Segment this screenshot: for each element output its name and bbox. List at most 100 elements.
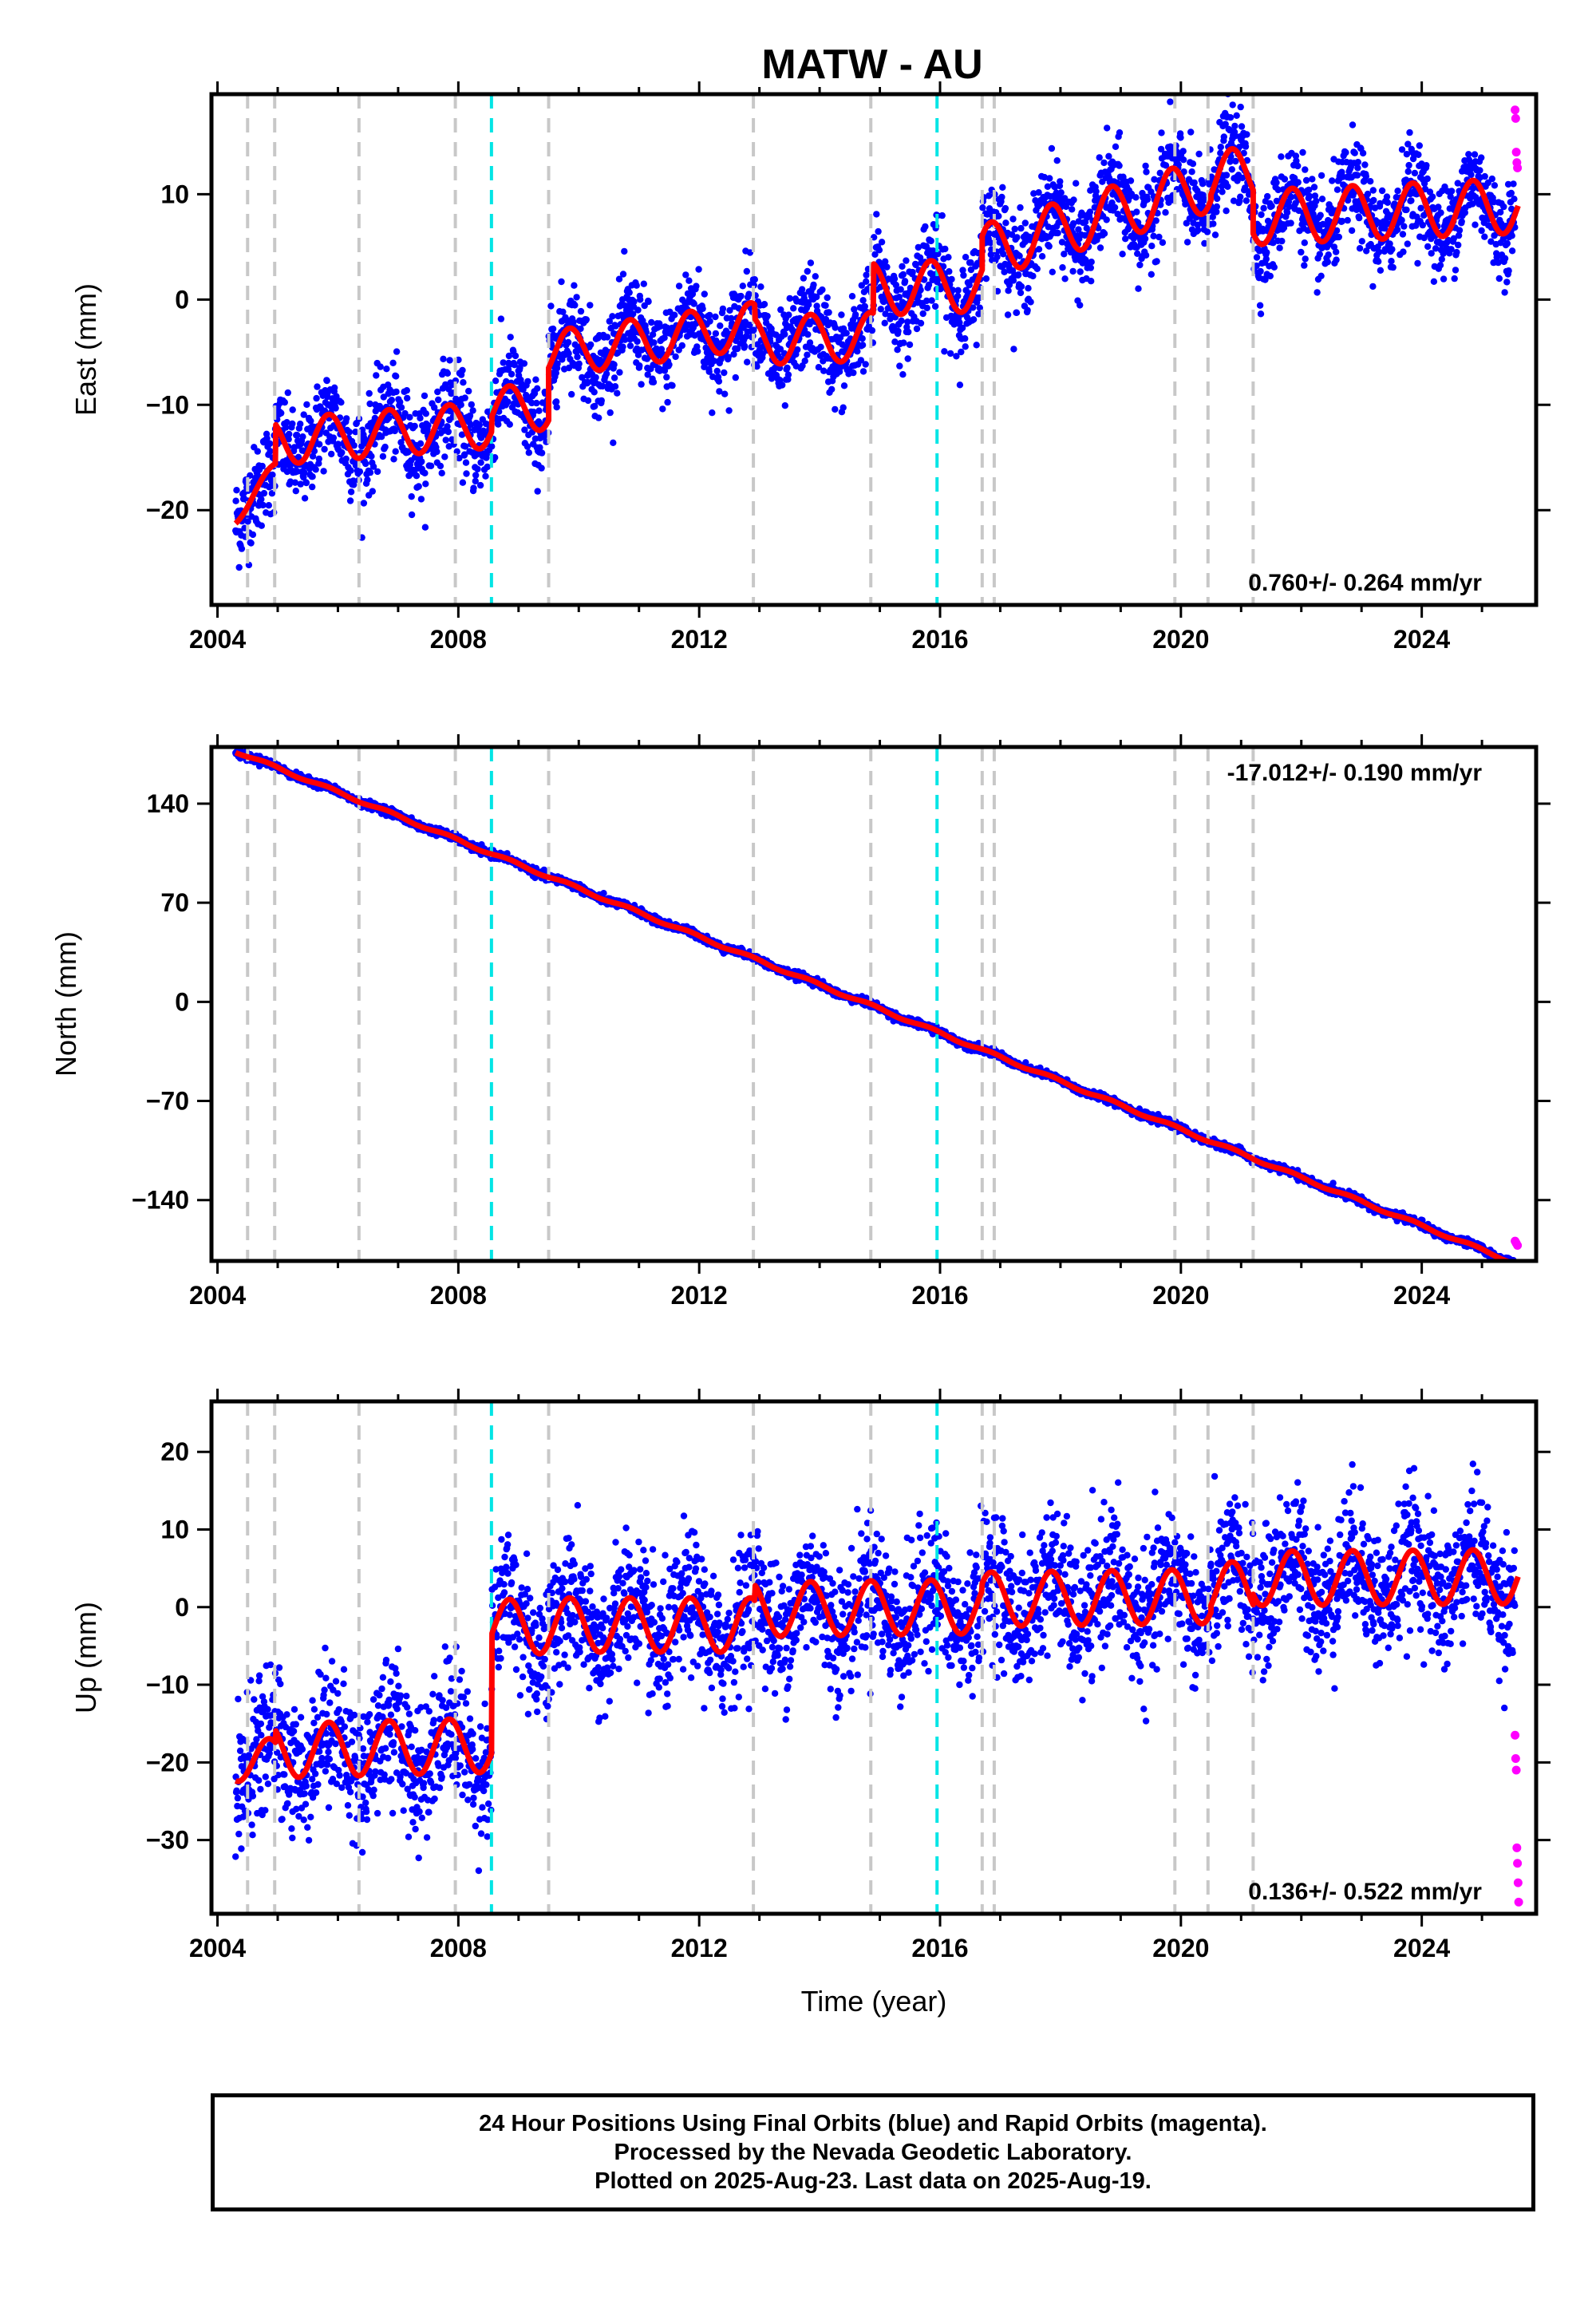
east-point-1520 — [781, 330, 788, 338]
east-point-1193 — [663, 373, 670, 381]
east-point-525 — [421, 524, 429, 531]
east-rate-label: 0.760+/- 0.264 mm/yr — [1248, 570, 1482, 596]
east-point-2320 — [1070, 196, 1077, 204]
east-point-373 — [366, 468, 374, 476]
east-point-2524 — [1144, 196, 1152, 204]
east-point-2365 — [1086, 208, 1094, 215]
east-rapid-point-0 — [1511, 105, 1520, 115]
east-point-787 — [516, 364, 523, 371]
east-point-1196 — [664, 398, 671, 406]
east-point-1891 — [915, 292, 922, 299]
east-point-2787 — [1238, 174, 1246, 182]
east-point-445 — [393, 388, 400, 396]
east-point-3141 — [1367, 178, 1374, 185]
east-point-659 — [470, 484, 477, 492]
east-point-3073 — [1342, 148, 1349, 156]
east-point-1589 — [806, 321, 813, 328]
figure-title: MATW - AU — [761, 41, 982, 88]
east-point-3272 — [1414, 259, 1421, 267]
east-point-1255 — [685, 277, 693, 284]
east-point-1803 — [883, 263, 891, 271]
east-point-2139 — [1005, 287, 1012, 294]
east-point-619 — [456, 454, 463, 462]
east-point-524 — [421, 469, 429, 476]
east-point-727 — [495, 421, 502, 428]
east-point-2663 — [1194, 221, 1202, 228]
east-point-96 — [267, 448, 274, 455]
east-point-541 — [427, 462, 435, 469]
east-point-2131 — [1001, 204, 1009, 212]
east-point-3118 — [1358, 238, 1366, 245]
east-point-2886 — [1274, 186, 1282, 194]
east-point-3216 — [1394, 226, 1401, 234]
east-point-408 — [379, 453, 387, 460]
east-point-1677 — [838, 311, 845, 318]
east-point-2174 — [1017, 224, 1025, 232]
east-point-1372 — [728, 314, 735, 322]
east-point-1937 — [931, 302, 939, 310]
east-point-2008 — [958, 348, 965, 356]
east-point-469 — [401, 409, 409, 417]
east-point-3274 — [1415, 151, 1422, 158]
east-point-1789 — [878, 239, 886, 246]
east-point-3300 — [1424, 243, 1432, 251]
east-point-2559 — [1156, 169, 1163, 176]
east-point-2296 — [1061, 275, 1069, 283]
east-point-3046 — [1333, 248, 1340, 255]
east-point-3169 — [1377, 267, 1385, 274]
east-point-2391 — [1096, 154, 1103, 161]
east-point-3126 — [1361, 161, 1369, 168]
east-point-3394 — [1458, 218, 1465, 225]
east-point-2486 — [1130, 235, 1137, 242]
east-point-2446 — [1116, 162, 1123, 169]
east-point-2293 — [1061, 251, 1068, 258]
east-point-1913 — [923, 297, 930, 305]
east-point-2338 — [1077, 268, 1084, 275]
east-point-319 — [347, 467, 354, 474]
east-point-2128 — [1001, 268, 1008, 275]
east-point-638 — [462, 459, 470, 466]
east-point-2412 — [1104, 124, 1111, 132]
east-point-526 — [422, 480, 429, 488]
east-point-2647 — [1188, 168, 1195, 176]
east-point-1660 — [832, 324, 839, 331]
east-point-158 — [289, 406, 296, 413]
east-point-1825 — [891, 338, 899, 346]
east-point-639 — [463, 470, 470, 477]
east-point-3054 — [1335, 233, 1343, 241]
east-point-2207 — [1029, 272, 1037, 280]
east-point-1045 — [610, 439, 617, 446]
east-point-3092 — [1349, 121, 1357, 128]
east-point-2964 — [1302, 176, 1310, 184]
east-point-2125 — [1000, 251, 1007, 258]
east-point-2875 — [1270, 263, 1278, 271]
east-point-2112 — [995, 212, 1002, 219]
east-point-1874 — [909, 268, 916, 276]
east-point-993 — [591, 389, 598, 396]
east-point-657 — [469, 407, 476, 414]
east-point-74 — [259, 462, 266, 470]
east-point-1409 — [741, 342, 749, 350]
east-point-2209 — [1030, 190, 1037, 197]
east-point-1236 — [678, 342, 685, 350]
east-point-2170 — [1016, 252, 1023, 259]
east-point-246 — [321, 445, 328, 453]
east-point-139 — [282, 424, 290, 431]
east-point-2153 — [1009, 277, 1017, 284]
east-point-2436 — [1112, 143, 1120, 150]
east-point-274 — [331, 384, 338, 391]
east-point-3244 — [1404, 240, 1412, 247]
east-point-2404 — [1100, 159, 1108, 167]
east-point-2173 — [1017, 289, 1025, 297]
east-point-891 — [554, 360, 561, 367]
east-point-651 — [467, 421, 475, 429]
east-point-443 — [392, 448, 399, 455]
east-point-515 — [418, 458, 425, 465]
east-point-3232 — [1400, 248, 1407, 255]
east-point-2706 — [1210, 220, 1217, 227]
east-point-3150 — [1370, 196, 1377, 204]
east-point-550 — [431, 404, 438, 411]
